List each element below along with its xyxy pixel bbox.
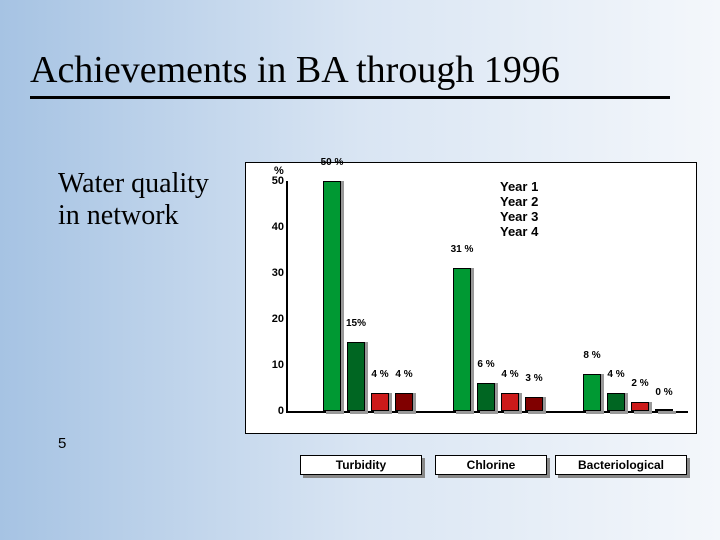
y-tick-label: 40 (272, 221, 284, 233)
bar-value-label: 0 % (655, 387, 672, 398)
title-underline (30, 96, 670, 99)
bar-series-4 (525, 397, 543, 411)
bar-shadow (658, 411, 676, 414)
bar-series-2 (347, 342, 365, 411)
y-tick-label: 20 (272, 313, 284, 325)
bar-value-label: 15% (346, 318, 366, 329)
y-tick-label: 10 (272, 359, 284, 371)
bar-value-label: 6 % (477, 359, 494, 370)
bar-value-label: 4 % (395, 369, 412, 380)
page-number: 5 (58, 435, 66, 452)
chart-frame: % 0102030405050 %15%4 %4 %31 %6 %4 %3 %8… (245, 162, 697, 434)
bar-series-1 (323, 181, 341, 411)
bar-value-label: 2 % (631, 378, 648, 389)
bar-value-label: 3 % (525, 373, 542, 384)
bar-series-3 (631, 402, 649, 411)
slide: Achievements in BA through 1996 Water qu… (0, 0, 720, 540)
legend-item: Year 4 (500, 225, 538, 240)
chart-plot-area: 0102030405050 %15%4 %4 %31 %6 %4 %3 %8 %… (286, 181, 688, 413)
y-tick-label: 0 (278, 405, 284, 417)
bar-value-label: 8 % (583, 350, 600, 361)
bar-series-1 (583, 374, 601, 411)
bar-series-3 (501, 393, 519, 411)
chart-subtitle: Water quality in network (58, 168, 228, 232)
category-label: Turbidity (300, 455, 422, 475)
bar-value-label: 4 % (371, 369, 388, 380)
y-tick-label: 30 (272, 267, 284, 279)
category-label: Chlorine (435, 455, 547, 475)
bar-series-2 (607, 393, 625, 411)
bar-value-label: 4 % (501, 369, 518, 380)
bar-value-label: 50 % (321, 157, 344, 168)
legend-item: Year 3 (500, 210, 538, 225)
bar-series-3 (371, 393, 389, 411)
page-title: Achievements in BA through 1996 (30, 48, 560, 92)
legend-item: Year 2 (500, 195, 538, 210)
chart-legend: Year 1Year 2Year 3Year 4 (500, 180, 538, 240)
bar-series-4 (655, 409, 673, 411)
bar-series-2 (477, 383, 495, 411)
legend-item: Year 1 (500, 180, 538, 195)
y-tick-label: 50 (272, 175, 284, 187)
bar-value-label: 4 % (607, 369, 624, 380)
bar-series-1 (453, 268, 471, 411)
bar-value-label: 31 % (451, 244, 474, 255)
bar-series-4 (395, 393, 413, 411)
category-label: Bacteriological (555, 455, 687, 475)
